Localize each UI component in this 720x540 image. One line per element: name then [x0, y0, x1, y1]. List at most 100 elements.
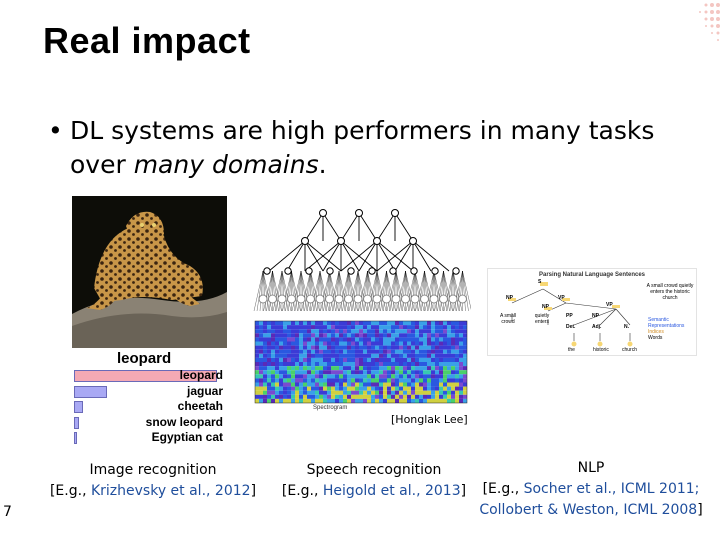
spectrogram-cell — [287, 357, 291, 362]
spectrogram-cell — [363, 345, 367, 350]
spectrogram-cell — [371, 370, 375, 375]
spectrogram-cell — [447, 374, 451, 379]
spectrogram-cell — [455, 394, 459, 399]
spectrogram-cell — [267, 357, 271, 362]
spectrogram-cell — [419, 394, 423, 399]
spectrogram-cell — [387, 341, 391, 346]
spectrogram-cell — [431, 357, 435, 362]
spectrogram-cell — [295, 362, 299, 367]
spectrogram-cell — [303, 337, 307, 342]
spectrogram-cell — [307, 366, 311, 371]
spectrogram-cell — [431, 382, 435, 387]
network-edge — [414, 270, 425, 312]
spectrogram-cell — [463, 382, 467, 387]
spectrogram-cell — [431, 345, 435, 350]
spectrogram-cell — [423, 390, 427, 395]
spectrogram-cell — [275, 370, 279, 375]
spectrogram-cell — [279, 362, 283, 367]
network-edge — [373, 270, 378, 312]
spectrogram-cell — [279, 394, 283, 399]
spectrogram-cell — [351, 386, 355, 391]
spectrogram-cell — [371, 378, 375, 383]
spectrogram-cell — [275, 329, 279, 334]
spectrogram-cell — [355, 345, 359, 350]
spectrogram-cell — [451, 382, 455, 387]
spectrogram-cell — [347, 370, 351, 375]
spectrogram-cell — [435, 394, 439, 399]
spectrogram-cell — [439, 398, 443, 403]
spectrogram-cell — [427, 325, 431, 330]
spectrogram-cell — [411, 370, 415, 375]
spectrogram-cell — [291, 333, 295, 338]
spectrogram-cell — [407, 345, 411, 350]
spectrogram-cell — [435, 345, 439, 350]
network-edge — [386, 270, 390, 312]
spectrogram-cell — [459, 390, 463, 395]
spectrogram-cell — [399, 398, 403, 403]
bullet-text-suffix: . — [318, 150, 327, 179]
spectrogram-cell — [455, 321, 459, 326]
network-edge — [275, 270, 283, 312]
spectrogram-cell — [303, 390, 307, 395]
spectrogram-cell — [383, 341, 387, 346]
spectrogram-cell — [451, 362, 455, 367]
spectrogram-cell — [367, 378, 371, 383]
spectrogram-cell — [355, 394, 359, 399]
spectrogram-cell — [403, 337, 407, 342]
spectrogram-cell — [315, 398, 319, 403]
spectrogram-cell — [363, 394, 367, 399]
spectrogram-cell — [307, 398, 311, 403]
network-edge — [348, 270, 355, 312]
spectrogram-cell — [359, 353, 363, 358]
network-node — [458, 294, 467, 304]
spectrogram-cell — [339, 390, 343, 395]
spectrogram-cell — [439, 353, 443, 358]
spectrogram-cell — [275, 378, 279, 383]
spectrogram-cell — [299, 386, 303, 391]
network-edge — [348, 270, 359, 312]
spectrogram-cell — [319, 366, 323, 371]
spectrogram-cell — [439, 333, 443, 338]
spectrogram-cell — [307, 370, 311, 375]
spectrogram-cell — [295, 325, 299, 330]
spectrogram-cell — [379, 382, 383, 387]
spectrogram-cell — [387, 353, 391, 358]
spectrogram-cell — [343, 325, 347, 330]
spectrogram-cell — [263, 357, 267, 362]
nlp-caption: NLP [E.g., Socher et al., ICML 2011; Col… — [468, 458, 714, 521]
prediction-bar — [74, 370, 217, 382]
spectrogram-cell — [419, 362, 423, 367]
spectrogram-cell — [347, 329, 351, 334]
spectrogram-cell — [431, 370, 435, 375]
spectrogram-cell — [323, 374, 327, 379]
spectrogram-cell — [307, 337, 311, 342]
spectrogram-cell — [411, 341, 415, 346]
spectrogram-cell — [403, 357, 407, 362]
spectrogram-cell — [363, 370, 367, 375]
spectrogram-cell — [311, 345, 315, 350]
page-number: 7 — [3, 504, 12, 520]
network-edge — [443, 270, 450, 312]
spectrogram-cell — [447, 325, 451, 330]
spectrogram-cell — [259, 325, 263, 330]
spectrogram-cell — [451, 349, 455, 354]
spectrogram-cell — [279, 386, 283, 391]
spectrogram-cell — [331, 398, 335, 403]
spectrogram-cell — [295, 353, 299, 358]
network-node — [401, 294, 410, 304]
spectrogram-cell — [319, 382, 323, 387]
spectrogram-cell — [363, 390, 367, 395]
network-edge — [282, 270, 292, 312]
spectrogram-cell — [299, 382, 303, 387]
network-edge — [456, 270, 463, 312]
spectrogram-cell — [259, 370, 263, 375]
spectrogram-cell — [315, 370, 319, 375]
spectrogram-cell — [287, 394, 291, 399]
nlp-title: NLP — [577, 460, 605, 476]
spectrogram-cell — [299, 329, 303, 334]
network-edge — [262, 270, 267, 312]
spectrogram-cell — [455, 362, 459, 367]
network-edge — [291, 270, 295, 312]
spectrogram-cell — [399, 349, 403, 354]
spectrogram-cell — [291, 337, 295, 342]
